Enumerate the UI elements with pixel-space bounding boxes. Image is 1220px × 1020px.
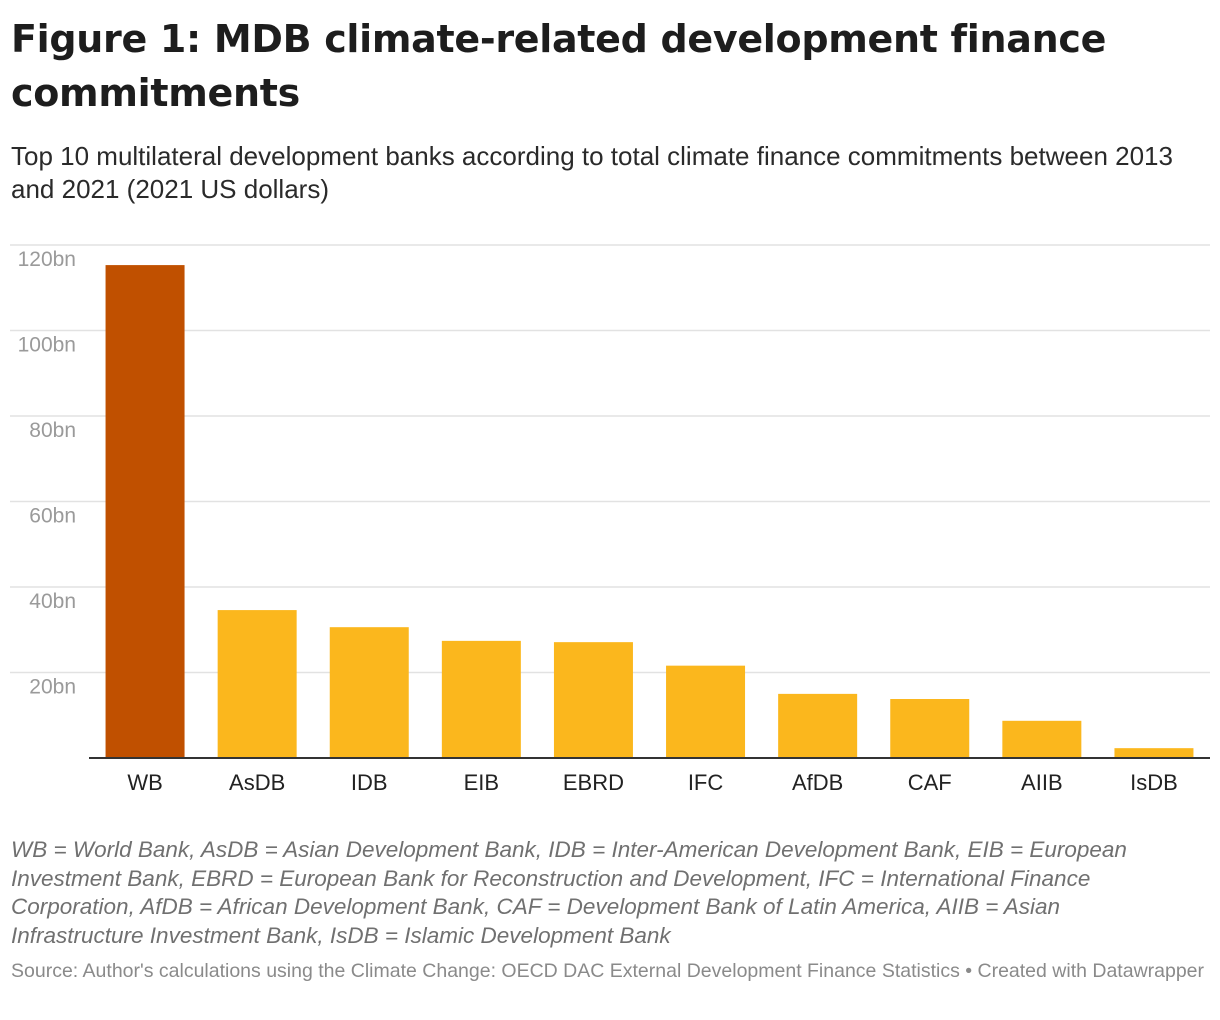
abbreviation-notes: WB = World Bank, AsDB = Asian Developmen…	[11, 837, 1127, 948]
bar-aiib	[1002, 720, 1082, 758]
bar-eib	[441, 640, 521, 758]
bar-isdb	[1114, 748, 1194, 758]
bar-caf	[890, 699, 970, 758]
x-tick-label: IDB	[351, 770, 388, 795]
x-tick-label: WB	[127, 770, 162, 795]
x-tick-label: AsDB	[229, 770, 285, 795]
x-tick-label: AIIB	[1021, 770, 1063, 795]
bar-idb	[329, 627, 409, 758]
y-tick-label: 60bn	[29, 505, 76, 528]
x-tick-label: IsDB	[1130, 770, 1178, 795]
bar-chart: 20bn 40bn 60bn 80bn 100bn 120bn WB AsDB IDB EIB E…	[10, 244, 1210, 795]
x-tick-label: EBRD	[563, 770, 624, 795]
bar-asdb	[217, 610, 297, 758]
bar-afdb	[778, 693, 858, 758]
chart-subtitle: Top 10 multilateral development banks ac…	[11, 141, 1173, 204]
x-tick-label: CAF	[908, 770, 952, 795]
y-tick-label: 120bn	[18, 248, 76, 271]
gridlines	[10, 244, 1210, 674]
bars	[105, 265, 1194, 758]
bar-wb	[105, 265, 185, 758]
y-tick-label: 40bn	[29, 590, 76, 613]
chart-title: Figure 1: MDB climate-related developmen…	[11, 17, 1107, 115]
x-tick-label: EIB	[464, 770, 499, 795]
source-note: Source: Author's calculations using the …	[11, 960, 1205, 982]
x-tick-label: IFC	[688, 770, 724, 795]
y-tick-label: 100bn	[18, 334, 76, 357]
y-axis-ticks: 20bn 40bn 60bn 80bn 100bn 120bn	[18, 248, 76, 699]
y-tick-label: 80bn	[29, 419, 76, 442]
y-tick-label: 20bn	[29, 676, 76, 699]
x-axis-labels: WB AsDB IDB EIB EBRD IFC AfDB CAF AIIB IsDB	[127, 770, 1177, 795]
x-tick-label: AfDB	[792, 770, 843, 795]
bar-ebrd	[553, 642, 633, 758]
bar-ifc	[666, 665, 746, 758]
